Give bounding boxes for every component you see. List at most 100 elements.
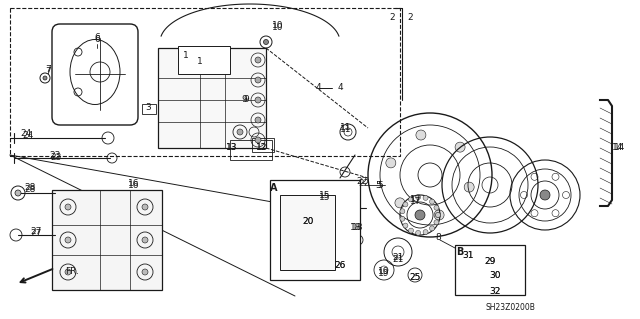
Text: 27: 27 <box>30 229 42 239</box>
Circle shape <box>386 158 396 168</box>
Circle shape <box>65 204 71 210</box>
Text: 23: 23 <box>51 153 61 162</box>
Text: 12: 12 <box>256 143 268 152</box>
Text: 15: 15 <box>319 194 331 203</box>
Text: 8: 8 <box>435 234 441 242</box>
Text: 7: 7 <box>45 65 51 75</box>
Circle shape <box>415 210 425 220</box>
Bar <box>280 195 335 270</box>
Text: 18: 18 <box>352 224 364 233</box>
Bar <box>178 46 230 74</box>
Text: 21: 21 <box>392 256 404 264</box>
Circle shape <box>435 212 440 218</box>
Circle shape <box>255 57 261 63</box>
Text: 28: 28 <box>24 183 36 192</box>
Text: 28: 28 <box>24 186 36 195</box>
Text: 19: 19 <box>378 268 390 277</box>
Text: 21: 21 <box>392 254 404 263</box>
Circle shape <box>416 130 426 140</box>
Circle shape <box>142 204 148 210</box>
Circle shape <box>65 237 71 243</box>
Text: 30: 30 <box>489 271 500 280</box>
Circle shape <box>142 237 148 243</box>
Circle shape <box>415 230 420 235</box>
Text: 16: 16 <box>128 179 140 188</box>
Circle shape <box>264 40 269 44</box>
Text: 29: 29 <box>484 257 496 266</box>
Text: 4: 4 <box>315 84 321 93</box>
Circle shape <box>395 198 405 208</box>
Text: FR.: FR. <box>65 268 79 277</box>
Text: 31: 31 <box>462 251 474 261</box>
Circle shape <box>434 220 439 225</box>
Circle shape <box>423 230 428 234</box>
Circle shape <box>415 195 420 200</box>
Text: 18: 18 <box>350 224 362 233</box>
Text: 24: 24 <box>20 130 31 138</box>
Circle shape <box>464 182 474 192</box>
Text: 14: 14 <box>614 144 626 152</box>
Text: 4: 4 <box>337 84 343 93</box>
Text: 17: 17 <box>410 197 422 206</box>
Text: 24: 24 <box>22 131 34 140</box>
Circle shape <box>255 137 261 143</box>
Circle shape <box>408 228 413 233</box>
Circle shape <box>435 212 440 218</box>
Bar <box>455 245 525 295</box>
Text: 6: 6 <box>94 33 100 42</box>
Circle shape <box>403 223 408 228</box>
Circle shape <box>237 129 243 135</box>
Text: 12: 12 <box>256 143 268 152</box>
Text: 25: 25 <box>410 273 420 283</box>
Text: 16: 16 <box>128 181 140 189</box>
Circle shape <box>400 216 405 221</box>
Text: 19: 19 <box>378 270 390 278</box>
Text: A: A <box>270 183 278 193</box>
Text: 32: 32 <box>490 286 500 295</box>
Circle shape <box>255 117 261 123</box>
Text: 10: 10 <box>272 21 284 31</box>
Text: 1: 1 <box>197 57 203 66</box>
Circle shape <box>434 210 444 220</box>
Bar <box>158 48 266 148</box>
Bar <box>142 104 156 114</box>
Text: 15: 15 <box>319 191 331 201</box>
Circle shape <box>429 226 435 231</box>
Circle shape <box>142 269 148 275</box>
Text: 27: 27 <box>30 227 42 236</box>
Text: 14: 14 <box>612 144 624 152</box>
Text: 23: 23 <box>49 152 61 160</box>
Text: 11: 11 <box>340 125 352 135</box>
Text: 1: 1 <box>183 50 189 60</box>
Circle shape <box>65 269 71 275</box>
Circle shape <box>429 199 435 204</box>
Circle shape <box>455 142 465 152</box>
Text: 7: 7 <box>45 68 51 77</box>
Text: 9: 9 <box>243 95 249 105</box>
Circle shape <box>255 77 261 83</box>
Circle shape <box>15 190 21 196</box>
Text: 2: 2 <box>389 13 395 23</box>
Text: 3: 3 <box>145 103 151 113</box>
Circle shape <box>540 190 550 200</box>
Text: 13: 13 <box>227 144 237 152</box>
Text: 5: 5 <box>377 181 383 189</box>
Circle shape <box>400 209 405 214</box>
Text: 31: 31 <box>462 251 474 261</box>
Text: 26: 26 <box>334 262 346 271</box>
Circle shape <box>403 202 408 207</box>
Bar <box>270 180 360 280</box>
Circle shape <box>255 97 261 103</box>
Text: 20: 20 <box>302 218 314 226</box>
Text: B: B <box>456 247 464 257</box>
Circle shape <box>434 205 439 210</box>
Bar <box>252 138 274 152</box>
Text: 10: 10 <box>272 24 284 33</box>
Circle shape <box>468 264 476 272</box>
Text: 22: 22 <box>358 180 370 189</box>
Circle shape <box>43 76 47 80</box>
Circle shape <box>408 197 413 202</box>
Text: 17: 17 <box>410 196 422 204</box>
Text: SH23Z0200B: SH23Z0200B <box>485 303 535 313</box>
Text: 20: 20 <box>302 218 314 226</box>
